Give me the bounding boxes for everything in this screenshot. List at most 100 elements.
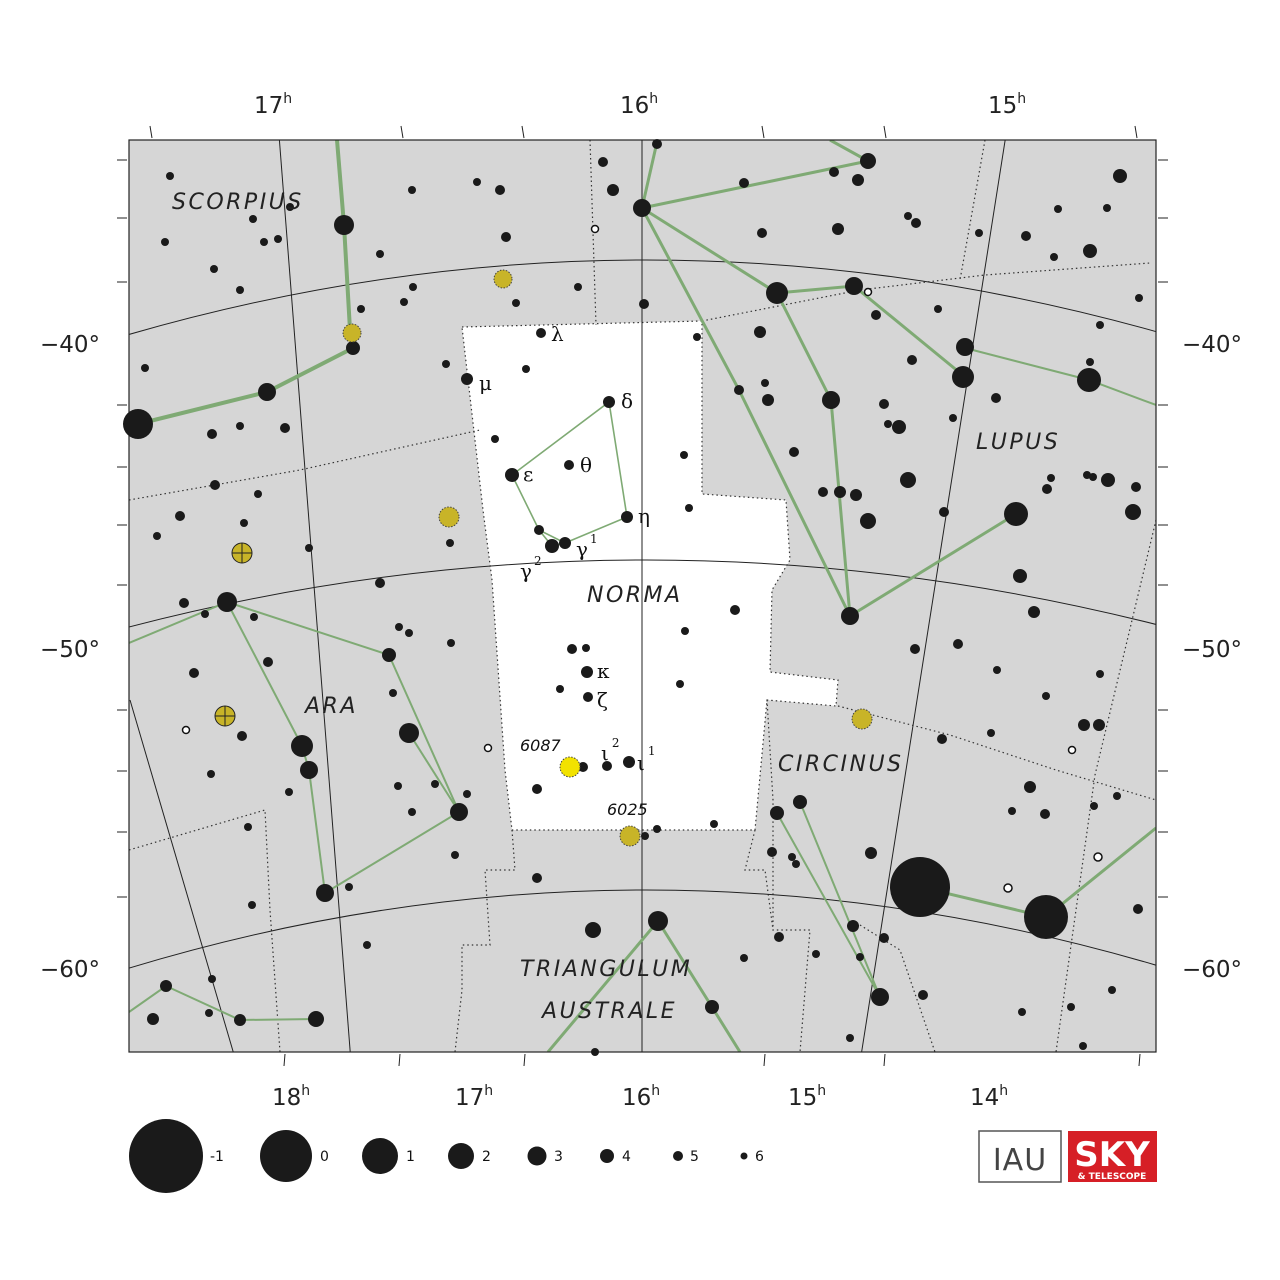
star [602,761,612,771]
legend-mag-label: 2 [482,1149,491,1165]
star [123,409,153,439]
dec-labels-left: −40° −50° −60° [40,332,100,983]
svg-text:−50°: −50° [1182,637,1242,663]
star [852,174,864,186]
star [334,215,354,235]
star [829,167,839,177]
star [856,953,864,961]
star [201,610,209,618]
star [860,153,876,169]
star [1083,244,1097,258]
star [210,480,220,490]
legend-mag-dot [600,1149,614,1163]
star [574,283,582,291]
star [757,228,767,238]
star [991,393,1001,403]
variable-star-marker [1093,852,1103,862]
star [850,489,862,501]
star [1135,294,1143,302]
legend-mag-dot [448,1143,474,1169]
star [147,1013,159,1025]
star [346,341,360,355]
svg-text:−60°: −60° [1182,957,1242,983]
label-triangulum: TRIANGULUM [520,957,692,982]
star [710,820,718,828]
star [505,468,519,482]
star [236,422,244,430]
cluster-marker [438,506,460,528]
label-ara: ARA [303,694,358,719]
star [975,229,983,237]
star [1042,484,1052,494]
star [240,519,248,527]
svg-text:−40°: −40° [40,332,100,358]
star [234,1014,246,1026]
star [179,598,189,608]
star [1113,169,1127,183]
star [532,873,542,883]
star [884,420,892,428]
star [495,185,505,195]
star [559,537,571,549]
star [534,525,544,535]
star [793,795,807,809]
star [175,511,185,521]
star [739,178,749,188]
variable-star-marker [863,287,873,297]
star [639,299,649,309]
star [376,250,384,258]
star [740,954,748,962]
star [545,539,559,553]
star [522,365,530,373]
star [770,806,784,820]
star [949,414,957,422]
star [934,305,942,313]
star [841,607,859,625]
legend-mag-dot [260,1130,312,1182]
star [208,975,216,983]
star [953,639,963,649]
star [879,399,889,409]
star [451,851,459,859]
star [832,223,844,235]
star [536,328,546,338]
label-australe: AUSTRALE [540,999,677,1024]
star [1021,231,1031,241]
star [1101,473,1115,487]
star [556,685,564,693]
label-epsilon: ε [523,462,533,486]
star [263,657,273,667]
star [207,770,215,778]
star [1050,253,1058,261]
svg-text:17h: 17h [254,91,292,119]
star [345,883,353,891]
star [291,735,313,757]
star [1047,474,1055,482]
svg-text:15h: 15h [988,91,1026,119]
label-ngc6025: 6025 [607,800,648,819]
star [405,629,413,637]
star [205,1009,213,1017]
label-mu: μ [479,371,492,395]
star [879,933,889,943]
legend-mag-label: 0 [320,1149,329,1165]
star [564,460,574,470]
star [680,451,688,459]
star [890,857,950,917]
star [408,186,416,194]
cluster-marker [342,323,362,343]
norma-region [462,321,838,830]
star [399,723,419,743]
svg-text:16h: 16h [620,91,658,119]
star [394,782,402,790]
star [1131,482,1141,492]
star [1042,692,1050,700]
legend-mag-label: 5 [690,1149,699,1165]
star [166,172,174,180]
star [754,326,766,338]
legend-mag-dot [527,1146,547,1166]
svg-text:18h: 18h [272,1083,310,1111]
star [956,338,974,356]
star [363,941,371,949]
